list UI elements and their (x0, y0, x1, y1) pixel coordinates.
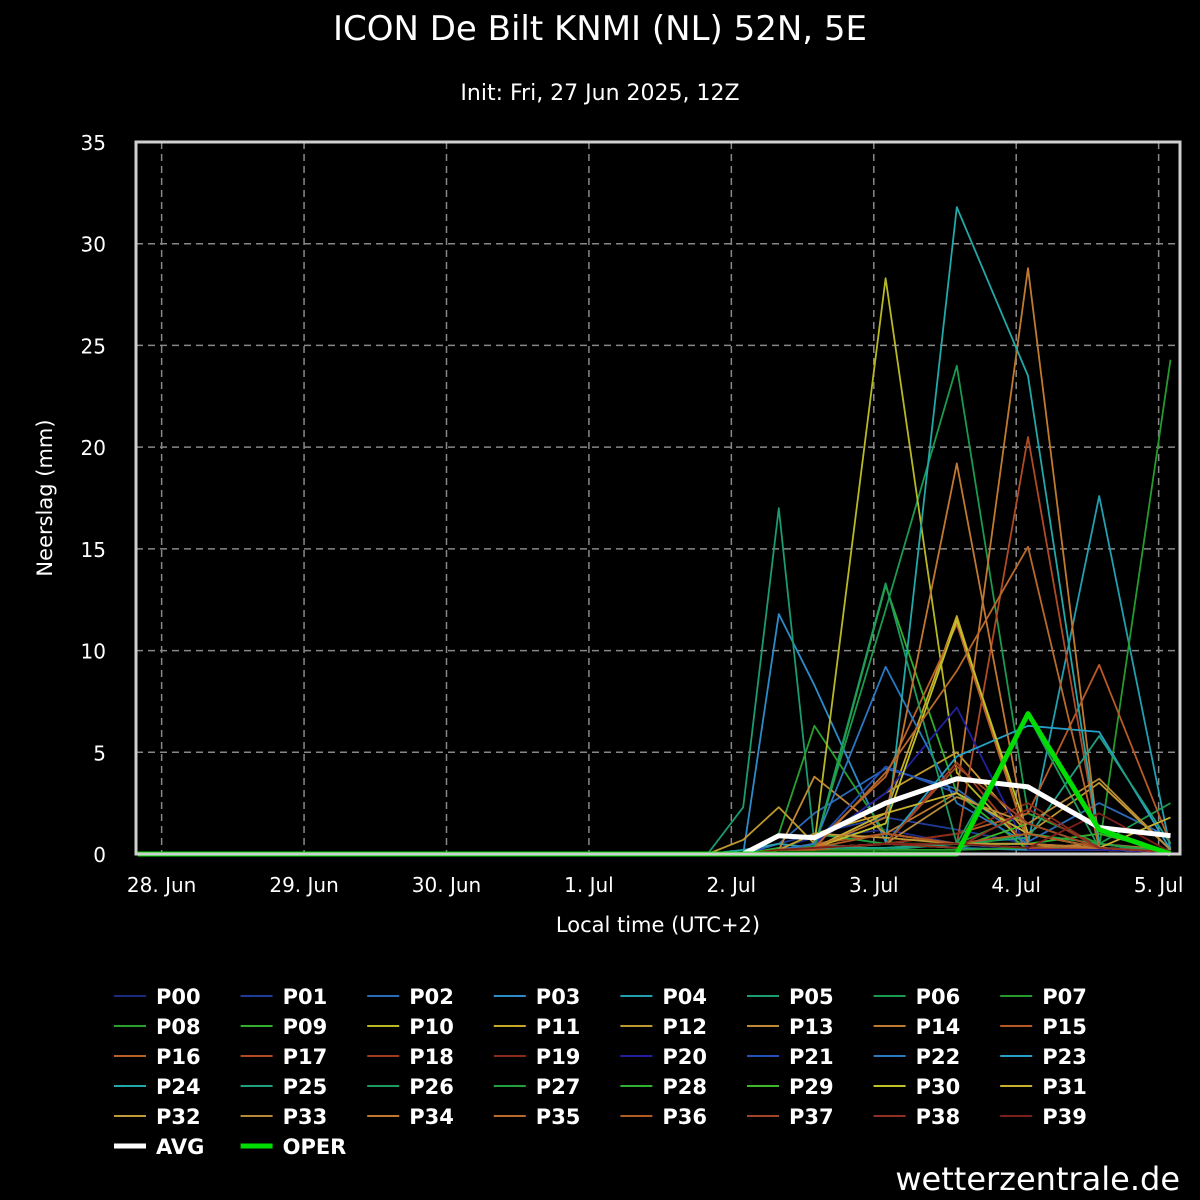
legend-label-p01: P01 (283, 985, 328, 1009)
x-tick-label: 3. Jul (849, 873, 899, 897)
x-axis-ticks: 28. Jun 29. Jun 30. Jun 1. Jul 2. Jul 3. Jul 4… (127, 873, 1183, 897)
legend-label-p11: P11 (536, 1015, 581, 1039)
legend-label-p38: P38 (916, 1105, 961, 1129)
x-tick-label: 1. Jul (564, 873, 614, 897)
legend-label-p18: P18 (409, 1045, 454, 1069)
legend-label-p08: P08 (156, 1015, 201, 1039)
plot-frame (134, 140, 1182, 856)
legend-label-p35: P35 (536, 1105, 581, 1129)
y-axis-ticks: 0 5 10 15 20 25 30 35 (81, 131, 106, 867)
legend-label-p06: P06 (916, 985, 961, 1009)
legend-label-p27: P27 (536, 1075, 581, 1099)
legend-label-p28: P28 (662, 1075, 707, 1099)
y-tick-label: 25 (81, 334, 106, 358)
y-axis-label: Neerslag (mm) (33, 419, 57, 576)
legend-label-p13: P13 (789, 1015, 834, 1039)
legend-label-p22: P22 (916, 1045, 961, 1069)
x-axis-label: Local time (UTC+2) (556, 913, 760, 937)
chart-title: ICON De Bilt KNMI (NL) 52N, 5E (333, 9, 867, 49)
legend-label-p36: P36 (662, 1105, 707, 1129)
y-tick-label: 35 (81, 131, 106, 155)
x-tick-label: 5. Jul (1134, 873, 1184, 897)
legend-label-oper: OPER (283, 1135, 347, 1159)
legend-label-p03: P03 (536, 985, 581, 1009)
legend-label-p33: P33 (283, 1105, 328, 1129)
brand-label: wetterzentrale.de (895, 1160, 1180, 1198)
legend-label-p37: P37 (789, 1105, 834, 1129)
legend-label-p15: P15 (1042, 1015, 1087, 1039)
legend-label-p09: P09 (283, 1015, 328, 1039)
grid-lines (136, 142, 1180, 854)
legend: P00 P01 P02 P03 P04 P05 P06 P07 P08 P09 P10 P11 P12 P… (114, 985, 1087, 1159)
legend-label-p19: P19 (536, 1045, 581, 1069)
y-tick-label: 20 (81, 436, 106, 460)
legend-label-p12: P12 (662, 1015, 707, 1039)
y-tick-label: 30 (81, 233, 106, 257)
x-tick-label: 28. Jun (127, 873, 196, 897)
legend-label-p26: P26 (409, 1075, 454, 1099)
legend-label-p17: P17 (283, 1045, 328, 1069)
legend-label-p24: P24 (156, 1075, 201, 1099)
chart-subtitle: Init: Fri, 27 Jun 2025, 12Z (460, 81, 739, 106)
y-tick-label: 10 (81, 640, 106, 664)
y-tick-label: 15 (81, 538, 106, 562)
legend-label-p34: P34 (409, 1105, 454, 1129)
x-tick-label: 30. Jun (412, 873, 481, 897)
legend-label-p10: P10 (409, 1015, 454, 1039)
legend-label-p29: P29 (789, 1075, 834, 1099)
legend-label-p16: P16 (156, 1045, 201, 1069)
legend-label-p05: P05 (789, 985, 834, 1009)
x-tick-label: 2. Jul (707, 873, 757, 897)
legend-label-p23: P23 (1042, 1045, 1087, 1069)
legend-label-p07: P07 (1042, 985, 1087, 1009)
legend-label-p32: P32 (156, 1105, 201, 1129)
legend-label-p14: P14 (916, 1015, 961, 1039)
legend-label-avg: AVG (156, 1135, 204, 1159)
legend-label-p04: P04 (662, 985, 707, 1009)
legend-label-p20: P20 (662, 1045, 707, 1069)
x-tick-label: 4. Jul (991, 873, 1041, 897)
legend-label-p25: P25 (283, 1075, 328, 1099)
legend-label-p31: P31 (1042, 1075, 1087, 1099)
x-tick-label: 29. Jun (269, 873, 338, 897)
legend-label-p21: P21 (789, 1045, 834, 1069)
legend-label-p00: P00 (156, 985, 201, 1009)
legend-label-p02: P02 (409, 985, 454, 1009)
legend-label-p39: P39 (1042, 1105, 1087, 1129)
legend-label-p30: P30 (916, 1075, 961, 1099)
y-tick-label: 5 (93, 741, 106, 765)
y-tick-label: 0 (93, 843, 106, 867)
